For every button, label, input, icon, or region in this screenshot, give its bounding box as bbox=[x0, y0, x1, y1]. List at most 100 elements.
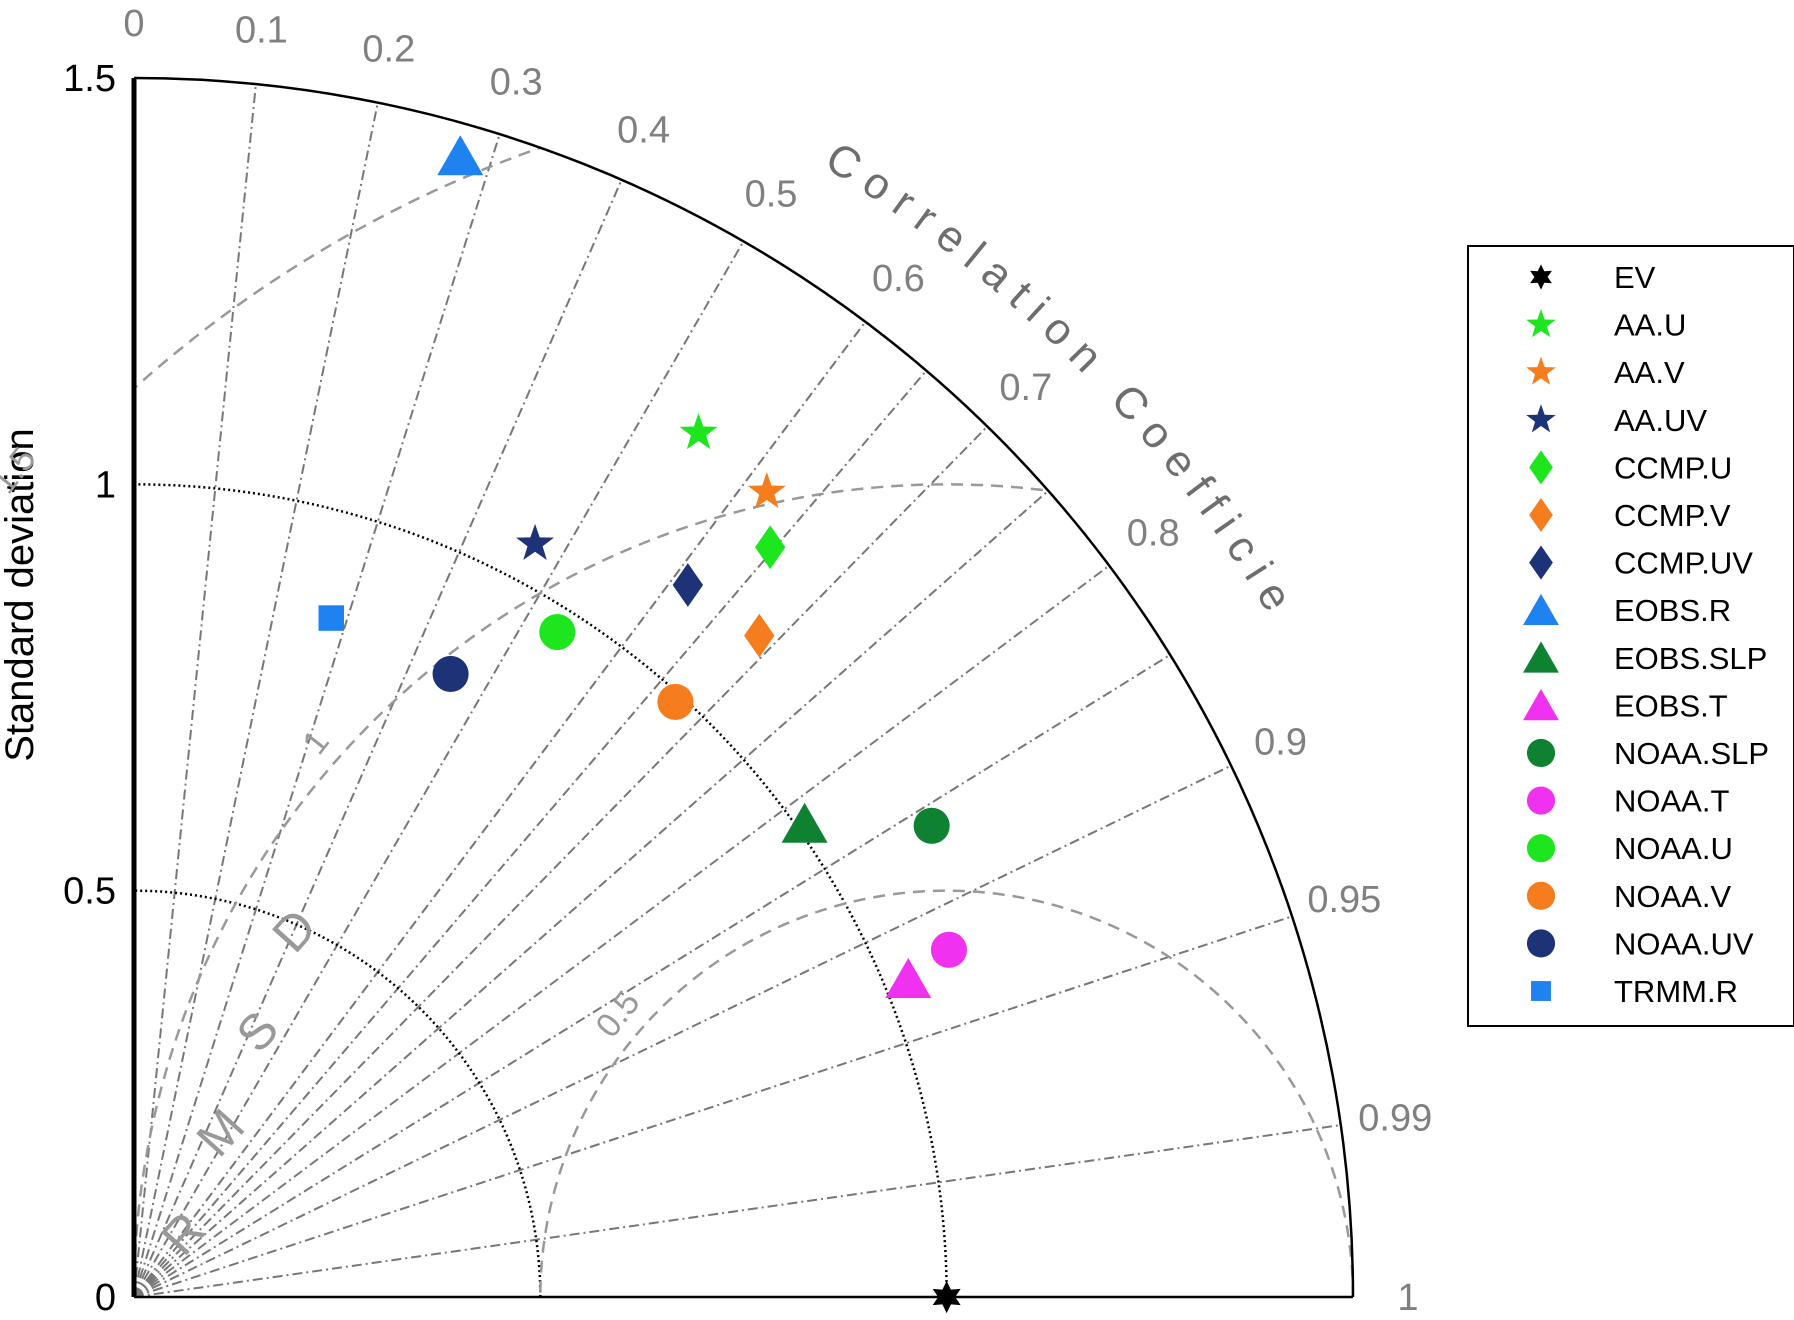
std-arc bbox=[133, 483, 948, 1298]
correlation-gridline bbox=[133, 564, 1110, 1298]
correlation-gridline bbox=[133, 321, 867, 1298]
legend-marker bbox=[1529, 497, 1553, 533]
rmsd-title-letter: S bbox=[225, 1000, 289, 1062]
correlation-tick-label: 0.8 bbox=[1127, 513, 1180, 555]
legend-label: EV bbox=[1614, 260, 1656, 295]
point-trmm-r bbox=[318, 605, 345, 631]
legend-marker bbox=[1529, 450, 1553, 485]
legend-marker bbox=[1523, 593, 1559, 626]
point-noaa-u bbox=[539, 613, 576, 651]
rmsd-tick-labels: 0.511.5 bbox=[0, 440, 648, 1044]
correlation-gridline bbox=[133, 84, 257, 1298]
y-axis-title: Standard deviation bbox=[0, 428, 42, 762]
correlation-tick-label: 0.7 bbox=[999, 367, 1052, 409]
legend-marker bbox=[1529, 545, 1553, 580]
legend-label: NOAA.SLP bbox=[1614, 736, 1769, 771]
correlation-gridline bbox=[133, 915, 1293, 1298]
legend-marker bbox=[1526, 881, 1556, 910]
axes-layer bbox=[131, 76, 1355, 1299]
correlation-gridline bbox=[133, 240, 745, 1298]
point-noaa-t bbox=[930, 931, 967, 968]
correlation-title: Correlation Coefficient bbox=[0, 0, 1308, 629]
legend: EV AA.U AA.V AA.UV CCMP.U CCMP.V CCMP.UV EOBS.R… bbox=[1467, 245, 1794, 1027]
legend-marker bbox=[1526, 404, 1556, 433]
legend-label: AA.V bbox=[1614, 355, 1685, 390]
point-ccmp-uv bbox=[672, 563, 704, 607]
correlation-tick-label: 0.99 bbox=[1358, 1097, 1432, 1139]
correlation-tick-label: 0.1 bbox=[235, 9, 288, 51]
correlation-gridline bbox=[133, 764, 1232, 1298]
point-ev bbox=[932, 1280, 961, 1314]
rmsd-title-letter: D bbox=[261, 898, 327, 962]
legend-label: NOAA.U bbox=[1614, 831, 1733, 866]
point-aa-uv bbox=[516, 523, 555, 560]
correlation-tick-label: 0.3 bbox=[490, 62, 543, 104]
legend-label: AA.UV bbox=[1614, 403, 1707, 438]
std-tick-label: 1 bbox=[95, 464, 116, 506]
std-tick-labels: 0 0.5 1 1.5 bbox=[63, 58, 116, 1319]
rmsd-title-letter: M bbox=[186, 1098, 255, 1166]
correlation-gridline bbox=[133, 179, 623, 1298]
legend-label: EOBS.SLP bbox=[1614, 641, 1767, 676]
correlation-tick-label: 0.6 bbox=[872, 258, 925, 300]
legend-label: AA.U bbox=[1614, 308, 1686, 343]
legend-marker bbox=[1523, 641, 1559, 673]
std-tick-label: 0.5 bbox=[63, 871, 116, 913]
point-noaa-slp bbox=[913, 807, 950, 844]
legend-marker bbox=[1531, 981, 1551, 1001]
legend-label: CCMP.UV bbox=[1614, 546, 1753, 581]
legend-label: NOAA.T bbox=[1614, 784, 1729, 819]
correlation-gridline bbox=[133, 654, 1171, 1298]
correlation-gridline bbox=[133, 102, 379, 1298]
point-eobs-r bbox=[437, 135, 484, 176]
legend-label: NOAA.V bbox=[1614, 879, 1731, 914]
legend-marker bbox=[1523, 689, 1559, 721]
std-arc bbox=[133, 889, 542, 1298]
correlation-tick-label: 0.95 bbox=[1307, 879, 1381, 921]
point-noaa-v bbox=[657, 683, 694, 720]
legend-label: EOBS.T bbox=[1614, 688, 1728, 723]
correlation-gridline bbox=[133, 133, 501, 1298]
point-noaa-uv bbox=[432, 655, 469, 692]
std-tick-label: 1.5 bbox=[63, 58, 116, 100]
point-eobs-t bbox=[885, 957, 932, 998]
point-eobs-slp bbox=[781, 802, 828, 843]
grid-layer bbox=[133, 84, 1341, 1298]
rmsd-layer bbox=[134, 78, 1353, 1297]
legend-label: TRMM.R bbox=[1614, 974, 1738, 1009]
legend-label: NOAA.UV bbox=[1614, 926, 1754, 961]
point-ccmp-v bbox=[744, 613, 775, 658]
correlation-gridline bbox=[133, 1124, 1341, 1298]
correlation-tick-label: 0 bbox=[123, 3, 144, 45]
data-points bbox=[318, 135, 967, 1314]
legend-label: EOBS.R bbox=[1614, 593, 1731, 628]
std-tick-label: 0 bbox=[95, 1277, 116, 1319]
legend-label: CCMP.U bbox=[1614, 450, 1732, 485]
legend-marker bbox=[1526, 738, 1556, 768]
correlation-title-text: Correlation Coefficient bbox=[0, 0, 1296, 629]
legend-box bbox=[1467, 245, 1794, 1027]
point-ccmp-u bbox=[755, 525, 786, 570]
rmsd-tick-label: 1 bbox=[295, 723, 337, 761]
legend-marker bbox=[1526, 309, 1556, 338]
outer-arc bbox=[133, 76, 1355, 1298]
correlation-gridline bbox=[133, 489, 1049, 1298]
legend-label: CCMP.V bbox=[1614, 498, 1731, 533]
rmsd-arc bbox=[539, 889, 1353, 1297]
correlation-tick-labels: 0 0.1 0.2 0.3 0.4 0.5 0.6 0.7 0.8 0.9 0.95 0.99 1 bbox=[123, 3, 1432, 1319]
legend-marker bbox=[1526, 786, 1556, 815]
legend-marker bbox=[1530, 264, 1552, 290]
correlation-tick-label: 0.9 bbox=[1254, 722, 1307, 764]
point-aa-v bbox=[747, 472, 786, 509]
correlation-gridline bbox=[133, 425, 989, 1298]
correlation-tick-label: 0.2 bbox=[362, 29, 415, 71]
point-aa-u bbox=[679, 413, 718, 450]
legend-marker bbox=[1526, 356, 1556, 385]
correlation-gridline bbox=[133, 369, 928, 1298]
rmsd-tick-label: 0.5 bbox=[589, 984, 648, 1045]
correlation-tick-label: 0.4 bbox=[617, 109, 670, 151]
legend-marker bbox=[1526, 834, 1556, 863]
